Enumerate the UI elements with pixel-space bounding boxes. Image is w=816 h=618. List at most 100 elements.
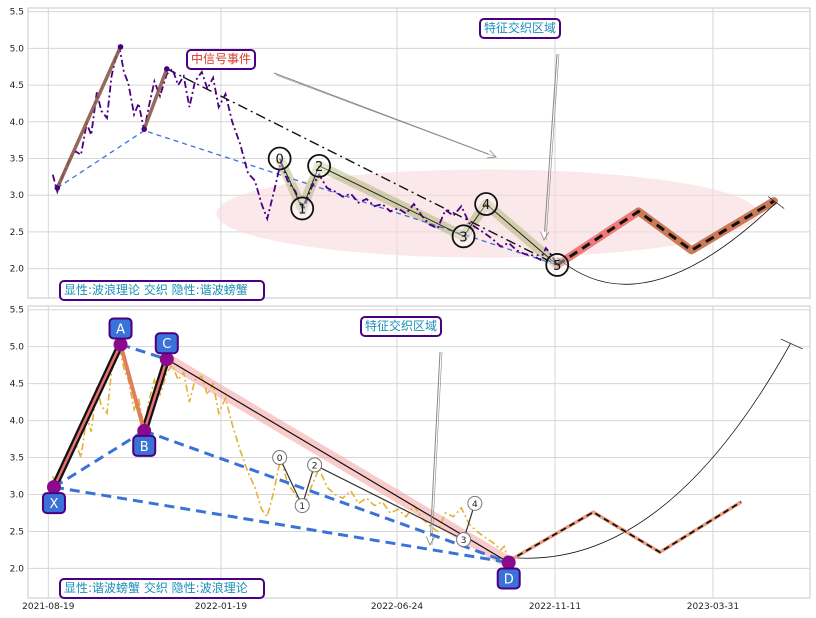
bottom-wave-label: 2 [312,461,318,471]
x-tick-label: 2023-03-31 [687,602,739,612]
bottom-wave-label: 3 [461,536,467,546]
top-wave-label: 4 [482,198,490,213]
bottom-crab-label-box [132,434,157,457]
top-wave-label: 2 [315,160,323,175]
bottom-crab-label: D [504,573,514,588]
bottom-crab-point [137,423,152,438]
bottom-y-tick-label: 3.5 [10,454,24,464]
bottom-wave-marker [456,532,472,548]
bottom-crab-point [113,337,128,352]
top-brown-leg-1 [142,68,169,130]
top-pivot-point [117,44,124,50]
bottom-crab-point [46,480,61,495]
x-axis: 2021-08-19 2022-01-19 2022-06-24 2022-11-11… [22,602,739,612]
bottom-wave-label: 0 [277,454,283,464]
bottom-wave-marker [467,495,483,511]
top-arc-curve [556,202,777,285]
bottom-arc-curve [508,342,792,559]
bottom-crab-label-box [108,317,133,340]
top-mode-box-text: 显性:波浪理论 交织 隐性:谐波螃蟹 [64,282,248,297]
bottom-mode-box: 显性:谐波螃蟹 交织 隐性:波浪理论 [59,578,265,599]
top-zone-arrow [544,53,558,240]
bottom-plot-area [27,305,811,599]
bottom-leg-core-XA [52,343,122,488]
top-feature-zone-box-frame [479,18,561,39]
top-mode-box-frame [59,280,265,301]
bottom-y-tick-label: 5.5 [10,306,24,316]
top-panel: 2.0 2.5 3.0 3.5 4.0 4.5 5.0 5.5 0 1 2 3 4 5 中信号事件 特征交织区… [10,7,811,301]
x-tick-label: 2022-01-19 [195,602,248,612]
top-price-series [51,46,558,266]
top-pivot-point [163,66,170,72]
top-y-tick-label: 4.5 [10,81,24,91]
bottom-wave-label: 1 [299,502,305,512]
bottom-mode-box-frame [59,578,265,599]
bottom-crab-dashed-AC [120,342,168,361]
top-zone-arrow-edge [545,53,560,241]
top-wave-line [279,158,558,266]
bottom-projection-dashed [508,501,742,562]
top-signal-event-box: 中信号事件 [186,49,256,70]
bottom-crab-label-box [154,332,179,355]
bottom-crab-point [501,555,516,570]
bottom-crab-label: A [116,322,125,337]
bottom-y-tick-label: 3.0 [10,491,25,501]
top-wave-marker [307,153,332,178]
bottom-y-tick-label: 2.5 [10,527,24,537]
bottom-y-tick-label: 5.0 [10,343,25,353]
bottom-crab-dashed-BD [143,429,510,564]
top-wave-label: 3 [459,230,467,245]
top-wave-marker [290,196,315,221]
top-y-tick-label: 2.5 [10,228,24,238]
bottom-leg-CD [166,358,510,564]
top-y-tick-label: 3.5 [10,155,24,165]
bottom-leg-core-BC [143,358,168,432]
top-wave-marker [451,224,476,249]
x-tick-label: 2021-08-19 [22,602,75,612]
bottom-wave-marker [272,450,288,466]
bottom-feature-zone-box-text: 特征交织区域 [365,318,437,333]
top-feature-zone-box: 特征交织区域 [479,18,561,39]
bottom-crab-label: C [162,337,171,352]
top-brown-leg-0 [55,46,123,189]
x-tick-label: 2022-06-24 [371,602,424,612]
bottom-crab-label: B [140,440,149,455]
x-tick-label: 2022-11-11 [529,602,581,612]
bottom-leg-AB [118,343,147,432]
bottom-crab-point [159,352,174,367]
top-wave-marker [545,253,570,277]
top-pivot-point [54,185,61,191]
bottom-zone-arrow [430,351,441,545]
bottom-feature-zone-box: 特征交织区域 [360,316,442,337]
bottom-feature-zone-box-frame [360,316,442,337]
top-wave-label: 5 [553,259,561,274]
bottom-crab-label-box [41,492,66,515]
top-y-tick-label: 5.5 [10,8,24,18]
top-y-tick-label: 3.0 [10,191,25,201]
top-mode-box: 显性:波浪理论 交织 隐性:谐波螃蟹 [59,280,265,301]
top-signal-event-box-text: 中信号事件 [191,51,251,66]
bottom-zone-arrow-edge [431,351,443,546]
top-trend-dash-dot [166,68,558,266]
bottom-wave-label: 4 [472,500,478,510]
bottom-wave-marker [307,457,323,473]
bottom-y-tick-label: 4.5 [10,380,24,390]
bottom-wave-marker [294,498,310,514]
top-arc-end-tick [767,196,785,209]
bottom-panel: 2.0 2.5 3.0 3.5 4.0 4.5 5.0 5.5 0 1 2 3 4 X A B C D 特征交织区域… [10,305,811,599]
bottom-crab-dashed-XD [53,485,509,564]
top-y-tick-label: 5.0 [10,44,25,54]
top-pivot-point [141,126,148,132]
top-feature-zone-box-text: 特征交织区域 [484,20,556,35]
top-signal-event-box-frame [186,49,256,70]
bottom-y-tick-label: 4.0 [10,417,25,427]
top-wave-marker [474,192,499,216]
top-wave-marker [267,146,292,171]
top-y-tick-label: 4.0 [10,118,25,128]
top-y-tick-label: 2.0 [10,265,25,275]
top-event-arrow-edge [275,74,497,158]
bottom-crab-dashed-XB [53,429,145,489]
top-projection-dashed [556,199,775,267]
bottom-y-tick-label: 2.0 [10,564,25,574]
